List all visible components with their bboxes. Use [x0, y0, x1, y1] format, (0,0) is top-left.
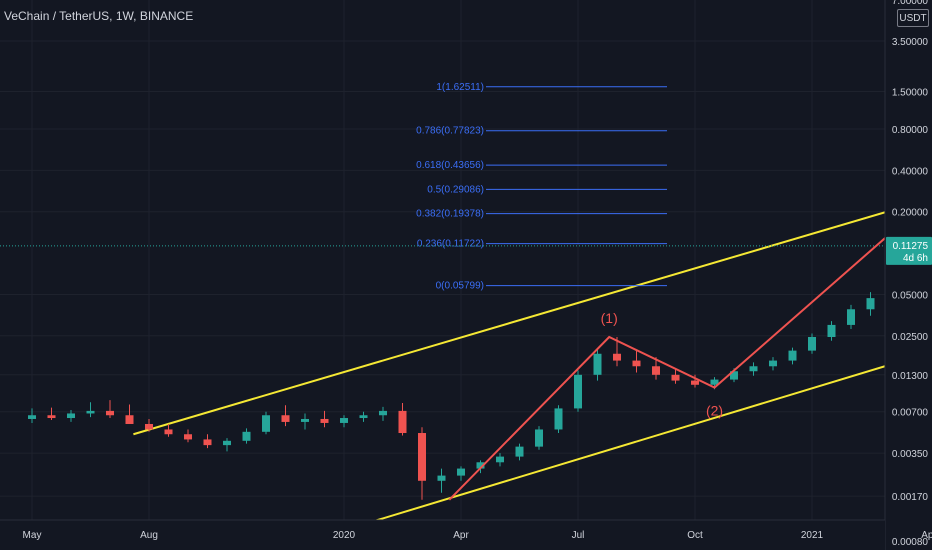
price-tick-label: 0.00080 — [892, 537, 929, 548]
candle-body — [866, 298, 875, 310]
channel-upper-line — [133, 197, 932, 436]
wave-label: (1) — [601, 310, 618, 326]
price-tick-label-partial: 7.00000 — [892, 0, 929, 7]
candle-body — [28, 415, 36, 419]
candle-body — [847, 309, 855, 325]
candle-body — [67, 413, 75, 419]
candle-body — [301, 418, 309, 422]
price-tick-label: 3.50000 — [892, 37, 929, 48]
price-tick-label: 0.01300 — [892, 371, 929, 382]
price-tick-label: 0.00350 — [892, 449, 929, 460]
candle-body — [769, 360, 777, 367]
wave-path — [448, 195, 932, 501]
time-axis-bg — [0, 520, 885, 550]
candle-body — [691, 380, 699, 385]
candle-body — [496, 456, 504, 463]
candle-body — [515, 446, 524, 457]
candle-body — [281, 415, 290, 422]
price-tag — [886, 236, 932, 265]
candle-body — [203, 439, 212, 446]
candle-body — [47, 415, 56, 419]
price-axis: 3.50000 1.50000 0.80000 0.40000 0.20000 0.050… — [884, 0, 932, 550]
channel-lines — [133, 192, 932, 541]
time-tick-label: Oct — [687, 530, 703, 541]
candle-body — [223, 440, 231, 446]
candle-body — [652, 366, 660, 375]
price-tick-label: 0.02500 — [892, 332, 929, 343]
candle-body — [418, 433, 426, 481]
price-tick-label: 1.50000 — [892, 88, 929, 99]
candle-body — [86, 410, 95, 414]
candle-body — [476, 462, 485, 469]
candle-body — [242, 431, 251, 441]
time-tick-label: Aug — [140, 530, 158, 541]
time-axis: MayAug2020AprJulOct2021AprJulOct2022AprJ… — [0, 519, 932, 550]
candle-body — [671, 374, 680, 381]
price-tick-label: 0.80000 — [892, 125, 929, 136]
candle-body — [184, 434, 192, 440]
elliott-waves: (1)(2)(3)(4)(5) — [448, 166, 932, 501]
candle-body — [164, 429, 173, 435]
fib-level-label: 0.618(0.43656) — [416, 160, 484, 171]
candle-body — [710, 379, 719, 385]
candle-body — [788, 350, 797, 361]
fib-level-label: 0.236(0.11722) — [417, 239, 484, 250]
time-tick-label: May — [23, 530, 42, 541]
candle-body — [554, 408, 563, 430]
candle-body — [125, 415, 134, 424]
candle-body — [262, 415, 270, 432]
currency-unit-badge[interactable]: USDT — [897, 9, 929, 27]
fib-level-label: 1(1.62511) — [436, 82, 484, 93]
candle-body — [437, 475, 446, 481]
time-tick-label: Apr — [453, 530, 469, 541]
price-tick-label: 0.00170 — [892, 492, 929, 503]
fib-level-label: 0.786(0.77823) — [416, 126, 484, 137]
candle-body — [106, 410, 114, 416]
candle-body — [730, 371, 738, 380]
fib-level-label: 0.382(0.19378) — [416, 209, 484, 220]
chart-title: VeChain / TetherUS, 1W, BINANCE — [4, 9, 194, 23]
candle-body — [632, 360, 641, 367]
price-tag-countdown: 4d 6h — [903, 253, 928, 264]
wave-label: (2) — [706, 403, 723, 419]
candle-body — [574, 374, 582, 409]
candle-body — [340, 418, 348, 423]
candle-body — [359, 415, 368, 419]
candle-body — [593, 353, 602, 375]
time-tick-label: 2020 — [333, 530, 356, 541]
candle-body — [827, 324, 836, 338]
candle-body — [379, 410, 387, 416]
price-tick-label: 0.40000 — [892, 166, 929, 177]
candle-body — [749, 366, 758, 372]
time-tick-label: Jul — [572, 530, 585, 541]
fib-level-label: 0.5(0.29086) — [427, 184, 484, 195]
price-tick-label: 0.00700 — [892, 408, 929, 419]
price-tick-label: 0.20000 — [892, 208, 929, 219]
candle-body — [398, 410, 407, 434]
candle-body — [613, 353, 621, 361]
channel-lower-line — [312, 350, 932, 541]
time-tick-label: 2021 — [801, 530, 824, 541]
candle-body — [457, 468, 465, 476]
time-tick-label: Apr — [921, 530, 932, 541]
price-tag-value: 0.11275 — [893, 241, 929, 252]
price-tick-label: 0.05000 — [892, 290, 929, 301]
price-axis-bg — [885, 0, 932, 550]
fib-level-label: 0(0.05799) — [436, 281, 484, 292]
candle-body — [808, 337, 816, 351]
candle-body — [535, 429, 543, 447]
candle-body — [145, 423, 153, 430]
candle-body — [320, 418, 329, 423]
fib-retracement: 1(1.62511) 0.786(0.77823) 0.618(0.43656) 0.… — [416, 82, 667, 292]
